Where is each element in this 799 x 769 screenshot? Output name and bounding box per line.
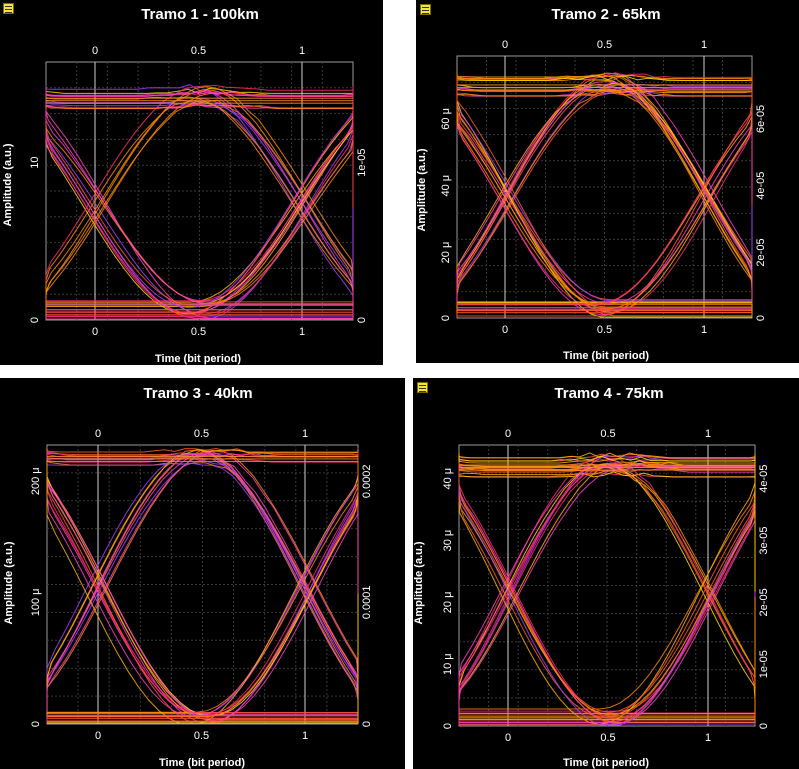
axis-ticks: 0 0.5 1 0 0.5 1 0 20 μ 40 μ 60 μ 0 2e-05 4e-05 6e-05 — [440, 39, 767, 336]
y-tick-label: 10 μ — [442, 653, 454, 675]
chart-panel-3: Tramo 3 - 40km 0 0.5 1 0 0.5 1 0 100 μ 200 μ 0 0.0… — [0, 378, 405, 769]
x2-tick-label: 0 — [92, 45, 98, 57]
x-tick-label: 1 — [705, 732, 711, 744]
x2-tick-label: 0 — [505, 428, 511, 440]
x-tick-label: 0.5 — [597, 324, 612, 336]
eye-diagram-4: Tramo 4 - 75km 0 0.5 1 0 0.5 1 0 10 μ 20 μ 30 μ 40… — [413, 385, 770, 769]
y-tick-label: 100 μ — [30, 588, 42, 616]
y2-tick-label: 4e-05 — [758, 465, 770, 493]
eye-trace — [46, 449, 359, 716]
y-axis-label: Amplitude (a.u.) — [3, 541, 15, 624]
chart-title: Tramo 1 - 100km — [141, 6, 259, 23]
chart-title: Tramo 2 - 65km — [551, 6, 660, 23]
eye-trace — [45, 84, 354, 308]
y-tick-label: 60 μ — [440, 108, 452, 130]
eye-trace — [46, 449, 359, 713]
x-tick-label: 0.5 — [600, 732, 615, 744]
y-axis-label: Amplitude (a.u.) — [413, 541, 425, 624]
y2-tick-label: 1e-05 — [758, 650, 770, 678]
y-tick-label: 40 μ — [442, 468, 454, 490]
eye-traces — [45, 84, 354, 320]
chart-panel-2: Tramo 2 - 65km 0 0.5 1 0 0.5 1 0 20 μ 40 μ 60 μ 0 2… — [416, 0, 799, 363]
x-tick-label: 0 — [505, 732, 511, 744]
y-axis-label: Amplitude (a.u.) — [416, 148, 428, 231]
x-tick-label: 0 — [95, 730, 101, 742]
axis-ticks: 0 0.5 1 0 0.5 1 0 100 μ 200 μ 0 0.0001 0.0002 — [30, 428, 373, 742]
chart-title: Tramo 4 - 75km — [554, 385, 663, 402]
axis-ticks: 0 0.5 1 0 0.5 1 0 10 μ 20 μ 30 μ 40 μ 0 1e-05 2e-05 3e… — [442, 428, 770, 744]
y2-tick-label: 0 — [361, 721, 373, 727]
eye-traces — [458, 452, 756, 726]
eye-trace — [457, 75, 753, 317]
y-axis-label: Amplitude (a.u.) — [2, 143, 14, 226]
x-tick-label: 1 — [302, 730, 308, 742]
eye-trace — [45, 91, 354, 319]
y-tick-label: 0 — [440, 315, 452, 321]
x-tick-label: 1 — [299, 326, 305, 338]
eye-diagram-3: Tramo 3 - 40km 0 0.5 1 0 0.5 1 0 100 μ 200 μ 0 0.0… — [3, 385, 373, 769]
x2-tick-label: 1 — [299, 45, 305, 57]
y-tick-label: 10 — [29, 156, 41, 168]
chart-panel-1: Tramo 1 - 100km 0 0.5 1 0 0.5 1 0 10 0 1e-05 Time… — [0, 0, 383, 365]
chart-title: Tramo 3 - 40km — [143, 385, 252, 402]
eye-trace — [456, 79, 753, 313]
plot-area — [45, 61, 354, 321]
y2-tick-label: 6e-05 — [755, 105, 767, 133]
eye-trace — [456, 80, 753, 305]
eye-trace — [47, 593, 359, 724]
y-tick-label: 0 — [442, 723, 454, 729]
eye-trace — [458, 455, 756, 592]
x-axis-label: Time (bit period) — [563, 350, 649, 362]
x2-tick-label: 0.5 — [597, 39, 612, 51]
eye-traces — [456, 72, 753, 318]
x-tick-label: 0.5 — [191, 326, 206, 338]
plot-area — [458, 444, 756, 727]
eye-traces — [46, 447, 359, 724]
y2-tick-label: 0 — [356, 317, 368, 323]
x2-tick-label: 0.5 — [191, 45, 206, 57]
x2-tick-label: 1 — [302, 428, 308, 440]
x2-tick-label: 0 — [502, 39, 508, 51]
eye-trace — [47, 462, 359, 718]
plot-area — [46, 444, 359, 725]
eye-diagram-2: Tramo 2 - 65km 0 0.5 1 0 0.5 1 0 20 μ 40 μ 60 μ 0 2… — [416, 6, 767, 362]
y-tick-label: 30 μ — [442, 530, 454, 552]
y-tick-label: 0 — [30, 721, 42, 727]
x-axis-label: Time (bit period) — [159, 757, 245, 769]
x-axis-label: Time (bit period) — [563, 757, 649, 769]
window-icon[interactable] — [3, 3, 14, 14]
y-tick-label: 0 — [29, 317, 41, 323]
y-tick-label: 20 μ — [440, 242, 452, 264]
x-tick-label: 0.5 — [194, 730, 209, 742]
y2-tick-label: 3e-05 — [758, 526, 770, 554]
y2-tick-label: 2e-05 — [758, 588, 770, 616]
y2-tick-label: 1e-05 — [356, 149, 368, 177]
x2-tick-label: 1 — [701, 39, 707, 51]
x-tick-label: 1 — [701, 324, 707, 336]
y2-tick-label: 0 — [755, 315, 767, 321]
y2-tick-label: 4e-05 — [755, 172, 767, 200]
y2-tick-label: 0 — [758, 723, 770, 729]
x-tick-label: 0 — [502, 324, 508, 336]
y-tick-label: 40 μ — [440, 175, 452, 197]
eye-trace — [46, 98, 354, 318]
y-tick-label: 20 μ — [442, 592, 454, 614]
y2-tick-label: 0.0002 — [361, 464, 373, 498]
chart-panel-4: Tramo 4 - 75km 0 0.5 1 0 0.5 1 0 10 μ 20 μ 30 μ 40… — [413, 378, 799, 769]
y2-tick-label: 0.0001 — [361, 586, 373, 620]
x2-tick-label: 0.5 — [600, 428, 615, 440]
y2-tick-label: 2e-05 — [755, 238, 767, 266]
x-axis-label: Time (bit period) — [155, 353, 241, 365]
plot-area — [456, 55, 753, 319]
window-icon[interactable] — [420, 4, 431, 15]
x-tick-label: 0 — [92, 326, 98, 338]
window-icon[interactable] — [417, 382, 428, 393]
x2-tick-label: 0.5 — [194, 428, 209, 440]
x2-tick-label: 1 — [705, 428, 711, 440]
x2-tick-label: 0 — [95, 428, 101, 440]
y-tick-label: 200 μ — [30, 467, 42, 495]
eye-trace — [45, 104, 354, 109]
